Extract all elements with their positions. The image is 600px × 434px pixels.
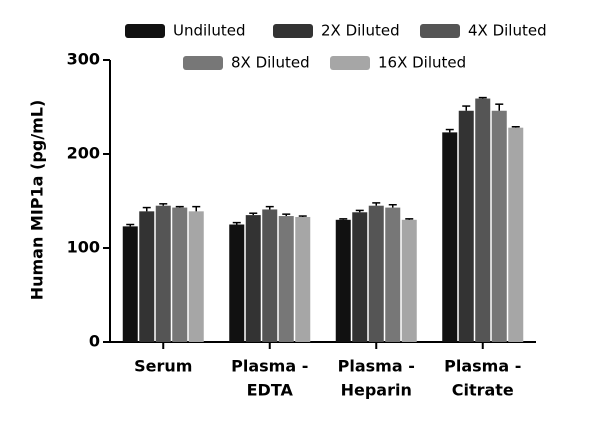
y-tick-label: 0 bbox=[89, 332, 100, 351]
x-tick-label: Plasma - bbox=[338, 357, 415, 376]
y-tick-label: 100 bbox=[67, 238, 100, 257]
bar bbox=[139, 211, 155, 342]
bar bbox=[155, 205, 171, 342]
legend-label: 4X Diluted bbox=[468, 22, 547, 40]
x-tick-label: Serum bbox=[134, 357, 192, 376]
bar bbox=[229, 224, 245, 342]
y-tick-label: 200 bbox=[67, 144, 100, 163]
bar bbox=[442, 132, 458, 342]
y-tick-label: 300 bbox=[67, 50, 100, 69]
bar bbox=[278, 216, 294, 342]
legend-swatch bbox=[330, 56, 370, 70]
x-tick-label: Plasma - bbox=[444, 357, 521, 376]
x-tick-label: EDTA bbox=[247, 381, 294, 400]
y-axis-label: Human MIP1a (pg/mL) bbox=[28, 100, 47, 301]
legend-label: 16X Diluted bbox=[378, 54, 466, 72]
bar bbox=[401, 219, 417, 342]
legend-label: Undiluted bbox=[173, 22, 245, 40]
bar bbox=[491, 110, 507, 342]
legend-label: 8X Diluted bbox=[231, 54, 310, 72]
bar bbox=[458, 110, 474, 342]
bar bbox=[295, 216, 311, 342]
bar bbox=[368, 205, 384, 342]
legend-swatch bbox=[273, 24, 313, 38]
legend-swatch bbox=[183, 56, 223, 70]
bar bbox=[122, 226, 138, 342]
bar bbox=[245, 215, 261, 342]
bar bbox=[352, 212, 368, 342]
bar bbox=[262, 209, 278, 342]
legend-swatch bbox=[125, 24, 165, 38]
bar bbox=[188, 211, 204, 342]
x-tick-label: Citrate bbox=[452, 381, 514, 400]
bar bbox=[335, 219, 351, 342]
bar bbox=[385, 207, 401, 342]
legend-label: 2X Diluted bbox=[321, 22, 400, 40]
bar bbox=[508, 127, 524, 343]
bar bbox=[475, 98, 491, 342]
x-tick-label: Heparin bbox=[341, 381, 412, 400]
bar bbox=[172, 207, 188, 342]
legend-swatch bbox=[420, 24, 460, 38]
x-tick-label: Plasma - bbox=[231, 357, 308, 376]
